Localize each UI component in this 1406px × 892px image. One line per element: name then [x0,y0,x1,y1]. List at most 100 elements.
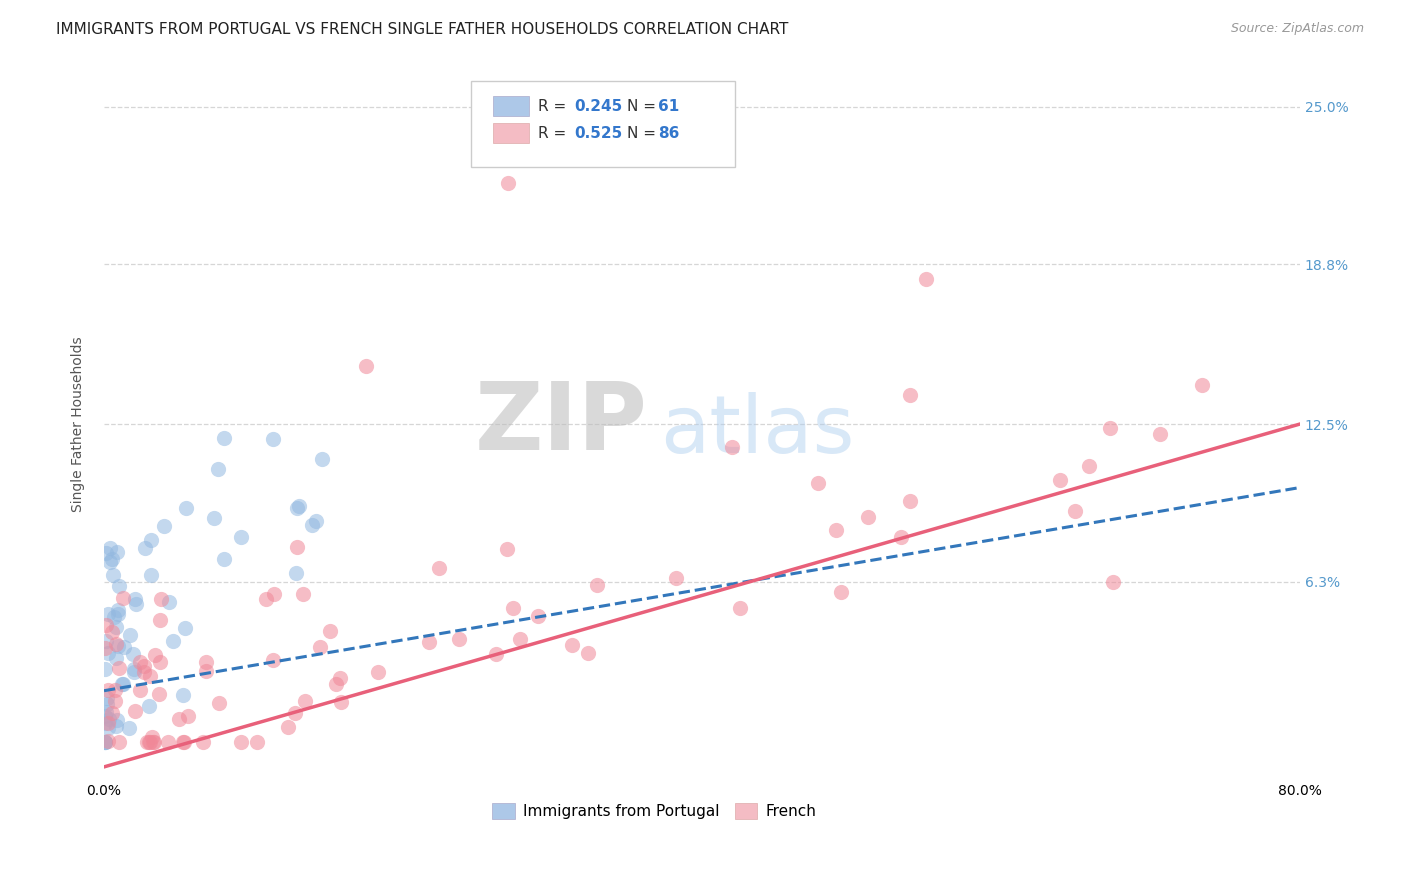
Point [284,706,307,721]
Point [277,720,299,734]
Point [354,359,377,373]
Point [561,639,583,653]
FancyBboxPatch shape [492,123,529,144]
Point [1149,427,1171,442]
Point [94,734,117,748]
Point [229,530,252,544]
Point [159,595,181,609]
Point [172,734,194,748]
Point [496,176,519,190]
Text: 0.245: 0.245 [574,99,623,113]
Point [124,592,146,607]
Point [142,734,165,748]
Point [139,668,162,682]
Point [194,665,217,679]
Point [103,609,125,624]
Point [134,541,156,555]
Point [527,609,550,624]
Point [108,734,131,748]
Point [1102,575,1125,590]
Point [124,665,146,679]
Point [1099,421,1122,435]
Point [129,682,152,697]
Point [288,499,311,513]
Point [97,646,120,660]
Point [128,655,150,669]
Point [136,734,159,748]
Point [145,648,167,663]
Point [1063,503,1085,517]
Point [138,734,160,748]
Point [141,731,163,745]
Point [98,541,121,555]
Point [720,440,742,454]
Point [149,613,172,627]
Point [122,662,145,676]
Point [142,734,165,748]
Point [138,698,160,713]
Point [245,734,267,748]
Point [139,734,162,748]
Point [107,602,129,616]
Text: Source: ZipAtlas.com: Source: ZipAtlas.com [1230,22,1364,36]
Point [94,617,117,632]
Point [576,646,599,660]
Point [117,721,139,735]
Point [94,641,117,656]
Point [195,656,218,670]
Point [105,719,128,733]
Point [108,579,131,593]
Point [148,655,170,669]
Point [104,650,127,665]
Point [856,510,879,524]
FancyBboxPatch shape [471,80,735,167]
Point [898,494,921,508]
Text: atlas: atlas [659,392,855,470]
Point [101,568,124,582]
Point [141,568,163,582]
Point [172,688,194,702]
Text: N =: N = [627,126,661,141]
Point [132,665,155,680]
Point [112,640,135,655]
Point [94,705,117,719]
Point [98,555,121,569]
Point [94,716,117,731]
Point [586,578,609,592]
Point [263,587,285,601]
Point [262,432,284,446]
Point [97,722,120,736]
Point [305,514,328,528]
Point [96,734,118,748]
Point [148,687,170,701]
Point [285,540,308,554]
Point [105,637,128,651]
Point [107,640,129,654]
Point [97,607,120,621]
Point [329,695,352,709]
Point [97,716,120,731]
Point [169,712,191,726]
Point [97,682,120,697]
Point [97,712,120,726]
Point [202,511,225,525]
Point [890,530,912,544]
Point [96,690,118,705]
Point [101,706,124,721]
Point [915,272,938,286]
Point [1049,473,1071,487]
Point [149,591,172,606]
Point [830,584,852,599]
Point [418,635,440,649]
Point [229,734,252,748]
Text: R =: R = [538,126,571,141]
Point [898,388,921,402]
Point [162,633,184,648]
Point [329,671,352,685]
Point [94,734,117,748]
Point [309,640,332,654]
Point [665,571,688,585]
FancyBboxPatch shape [492,96,529,116]
Point [122,647,145,661]
Point [311,451,333,466]
